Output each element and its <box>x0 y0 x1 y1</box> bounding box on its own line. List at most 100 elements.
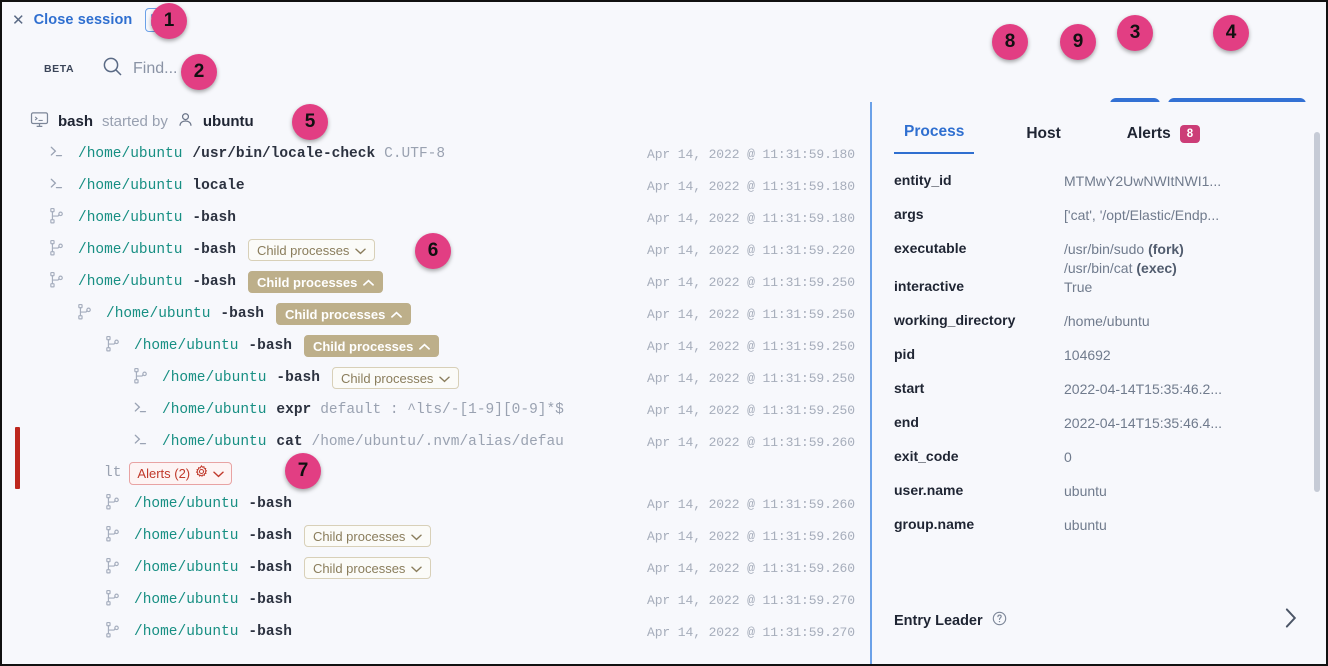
row-command: -bash <box>192 274 236 290</box>
process-field-value: 104692 <box>1064 347 1111 363</box>
session-header: bash started by ubuntu <box>30 110 254 133</box>
child-processes-badge[interactable]: Child processes <box>303 557 432 579</box>
user-avatar-icon <box>177 111 194 132</box>
tab-process[interactable]: Process <box>894 123 975 154</box>
search-input[interactable]: Find... <box>102 56 177 82</box>
callout-marker-8: 8 <box>992 24 1028 60</box>
row-timestamp: Apr 14, 2022 @ 11:31:59.270 <box>647 624 855 640</box>
alerts-badge[interactable]: Alerts (2) <box>129 461 233 485</box>
process-row[interactable]: /home/ubuntu -bash Child processes Apr 14, … <box>2 362 872 394</box>
tab-alerts[interactable]: Alerts 8 <box>1117 124 1210 154</box>
beta-badge: BETA <box>44 63 75 75</box>
process-row[interactable]: /home/ubuntu -bash Child processes Apr 14, … <box>2 520 872 552</box>
process-field-key: start <box>894 380 925 396</box>
process-field-key: exit_code <box>894 448 959 464</box>
row-timestamp: Apr 14, 2022 @ 11:31:59.260 <box>647 560 855 576</box>
row-command: -bash <box>220 306 264 322</box>
process-row[interactable]: /home/ubuntu cat/home/ubuntu/.nvm/alias/d… <box>2 426 872 458</box>
fork-branch-icon <box>104 335 121 358</box>
close-x-icon[interactable]: ✕ <box>12 11 25 29</box>
detail-panel-scrollbar[interactable] <box>1314 132 1320 492</box>
row-timestamp: Apr 14, 2022 @ 11:31:59.250 <box>647 274 855 290</box>
row-command: -bash <box>276 370 320 386</box>
row-icon-wrap <box>104 493 126 516</box>
child-processes-label: Child processes <box>312 560 406 576</box>
child-processes-label: Child processes <box>340 370 434 386</box>
row-args: default : ^lts/-[1-9][0-9]*$ <box>320 402 564 418</box>
row-timestamp: Apr 14, 2022 @ 11:31:59.220 <box>647 242 855 258</box>
row-cwd: /home/ubuntu <box>134 496 239 512</box>
process-field-key: executable <box>894 240 967 256</box>
child-processes-badge[interactable]: Child processes <box>275 303 412 325</box>
terminal-monitor-icon <box>30 110 49 133</box>
row-icon-wrap <box>48 271 70 294</box>
row-timestamp: Apr 14, 2022 @ 11:31:59.260 <box>647 496 855 512</box>
row-args: /home/ubuntu/.nvm/alias/defau <box>311 434 564 450</box>
row-command: -bash <box>248 338 292 354</box>
close-session-button[interactable]: Close session <box>33 12 133 28</box>
process-row[interactable]: /home/ubuntu -bash Apr 14, 2022 @ 11:31:59… <box>2 202 872 234</box>
row-command: expr <box>276 402 312 418</box>
process-row[interactable]: /home/ubuntu expr default : ^lts/-[1-9][0-… <box>2 394 872 426</box>
session-started-by-label: started by <box>102 113 168 130</box>
row-cwd: /home/ubuntu <box>134 338 239 354</box>
process-row[interactable]: /home/ubuntu -bash Child processes Apr 14, … <box>2 552 872 584</box>
child-processes-badge[interactable]: Child processes <box>247 239 376 261</box>
chevron-up-icon <box>391 307 403 322</box>
process-field-row: pid 104692 <box>894 346 1326 380</box>
process-field-value: 0 <box>1064 449 1072 465</box>
process-field-value: ubuntu <box>1064 483 1107 499</box>
chevron-down-icon <box>355 243 367 258</box>
process-row[interactable]: /home/ubuntu -bash Apr 14, 2022 @ 11:31:59… <box>2 584 872 616</box>
callout-marker-7: 7 <box>285 453 321 489</box>
process-field-value: 2022-04-14T15:35:46.2... <box>1064 381 1223 397</box>
row-command: -bash <box>248 624 292 640</box>
chevron-up-icon <box>363 275 375 290</box>
row-cwd: /home/ubuntu <box>162 370 267 386</box>
process-field-row: executable/usr/bin/sudo (fork)/usr/bin/c… <box>894 240 1326 278</box>
chevron-right-icon[interactable] <box>1283 607 1298 634</box>
child-processes-label: Child processes <box>312 528 406 544</box>
question-circle-icon[interactable] <box>992 611 1007 631</box>
row-command: /usr/bin/locale-check <box>192 146 376 162</box>
process-row[interactable]: /home/ubuntu -bash Child processes Apr 14, … <box>2 330 872 362</box>
process-field-value: MTMwY2UwNWItNWI1... <box>1064 173 1222 189</box>
session-name: bash <box>58 113 94 130</box>
fork-branch-icon <box>76 303 93 326</box>
process-row[interactable]: /home/ubuntu/usr/bin/locale-check C.UTF-8… <box>2 138 872 170</box>
row-cwd: /home/ubuntu <box>134 624 239 640</box>
process-field-key: end <box>894 414 919 430</box>
row-timestamp: Apr 14, 2022 @ 11:31:59.270 <box>647 592 855 608</box>
child-processes-badge[interactable]: Child processes <box>303 525 432 547</box>
row-command: -bash <box>192 242 236 258</box>
row-icon-wrap <box>104 557 126 580</box>
child-processes-badge[interactable]: Child processes <box>331 367 460 389</box>
row-timestamp: Apr 14, 2022 @ 11:31:59.260 <box>647 434 855 450</box>
row-icon-wrap <box>104 335 126 358</box>
tab-host[interactable]: Host <box>1016 125 1070 154</box>
process-row[interactable]: /home/ubuntu -bash Apr 14, 2022 @ 11:31:59… <box>2 616 872 648</box>
row-cwd: /home/ubuntu <box>78 146 183 162</box>
row-icon-wrap <box>48 143 70 165</box>
row-command: -bash <box>248 528 292 544</box>
row-cwd: /home/ubuntu <box>134 560 239 576</box>
chevron-down-icon <box>411 529 423 544</box>
row-cwd: /home/ubuntu <box>106 306 211 322</box>
fork-branch-icon <box>132 367 149 390</box>
row-command: -bash <box>248 592 292 608</box>
search-icon <box>102 56 123 82</box>
process-tree[interactable]: /home/ubuntu/usr/bin/locale-check C.UTF-8… <box>2 138 872 664</box>
entry-leader-section[interactable]: Entry Leader <box>894 607 1298 634</box>
process-row[interactable]: /home/ubuntu -bash Child processes Apr 14, … <box>2 234 872 266</box>
process-row[interactable]: /home/ubuntu -bash Child processes Apr 14, … <box>2 298 872 330</box>
child-processes-badge[interactable]: Child processes <box>303 335 440 357</box>
process-row[interactable]: /home/ubuntu -bash Apr 14, 2022 @ 11:31:59… <box>2 488 872 520</box>
child-processes-badge[interactable]: Child processes <box>247 271 384 293</box>
process-row[interactable]: /home/ubuntu -bash Child processes Apr 14, … <box>2 266 872 298</box>
process-field-key: group.name <box>894 516 975 532</box>
row-command: -bash <box>248 496 292 512</box>
terminal-prompt-icon <box>48 175 65 197</box>
process-row[interactable]: /home/ubuntu locale Apr 14, 2022 @ 11:31:5… <box>2 170 872 202</box>
process-field-key: args <box>894 206 924 222</box>
chevron-down-icon <box>213 466 224 481</box>
